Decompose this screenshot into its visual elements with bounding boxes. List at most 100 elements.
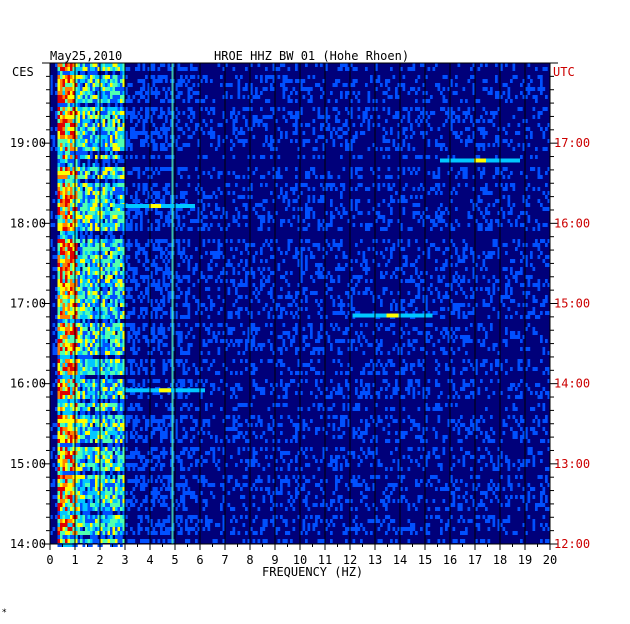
spectrogram-cell [100, 219, 103, 223]
spectrogram-cell [102, 223, 106, 227]
spectrogram-cell [67, 259, 71, 263]
spectrogram-cell [70, 299, 73, 303]
spectrogram-cell [277, 127, 281, 131]
spectrogram-cell [112, 291, 116, 295]
spectrogram-cell [277, 335, 281, 339]
spectrogram-cell [150, 271, 153, 275]
spectrogram-cell [72, 283, 76, 287]
spectrogram-cell [177, 63, 181, 67]
spectrogram-cell [160, 79, 163, 83]
spectrogram-cell [167, 63, 171, 67]
spectrogram-cell [177, 343, 181, 347]
spectrogram-cell [170, 219, 173, 223]
spectrogram-cell [275, 119, 278, 123]
spectrogram-cell [167, 167, 171, 171]
spectrogram-cell [490, 87, 493, 91]
spectrogram-cell [97, 151, 101, 155]
spectrogram-cell [102, 163, 106, 167]
spectrogram-cell [235, 175, 238, 179]
spectrogram-cell [347, 127, 351, 131]
spectrogram-cell [72, 167, 76, 171]
spectrogram-cell [332, 327, 336, 331]
spectrogram-cell [177, 119, 181, 123]
spectrogram-cell [120, 215, 123, 219]
spectrogram-cell [507, 203, 511, 207]
spectrogram-cell [437, 187, 441, 191]
spectrogram-cell [70, 123, 73, 127]
spectrogram-cell [267, 227, 271, 231]
spectrogram-cell [65, 127, 68, 131]
spectrogram-cell [277, 267, 281, 271]
spectrogram-cell [142, 83, 146, 87]
spectrogram-cell [57, 247, 61, 251]
spectrogram-cell [317, 247, 321, 251]
spectrogram-cell [250, 331, 253, 335]
spectrogram-cell [65, 287, 68, 291]
spectrogram-cell [97, 211, 101, 215]
spectrogram-cell [127, 267, 131, 271]
spectrogram-cell [217, 323, 221, 327]
spectrogram-cell [282, 323, 286, 327]
spectrogram-cell [350, 259, 353, 263]
spectrogram-cell [95, 143, 98, 147]
spectrogram-cell [62, 315, 66, 319]
spectrogram-cell [362, 335, 366, 339]
spectrogram-cell [70, 83, 73, 87]
spectrogram-cell [117, 315, 121, 319]
spectrogram-cell [110, 247, 113, 251]
spectrogram-cell [112, 207, 116, 211]
spectrogram-cell [97, 323, 101, 327]
spectrogram-cell [112, 307, 116, 311]
spectrogram-cell [105, 219, 108, 223]
spectrogram-cell [102, 91, 106, 95]
spectrogram-cell [60, 123, 63, 127]
spectrogram-cell [310, 335, 313, 339]
spectrogram-cell [525, 255, 528, 259]
spectrogram-cell [290, 239, 293, 243]
spectrogram-cell [155, 219, 158, 223]
spectrogram-cell [107, 331, 111, 335]
spectrogram-cell [507, 283, 511, 287]
spectrogram-cell [72, 151, 76, 155]
spectrogram-cell [172, 195, 176, 199]
spectrogram-cell [252, 155, 256, 159]
spectrogram-cell [490, 227, 493, 231]
spectrogram-cell [72, 311, 76, 315]
spectrogram-cell [400, 67, 403, 71]
spectrogram-cell [415, 203, 418, 207]
spectrogram-cell [405, 183, 408, 187]
spectrogram-cell [440, 267, 443, 271]
spectrogram-cell [132, 307, 136, 311]
spectrogram-cell [110, 99, 113, 103]
spectrogram-cell [167, 191, 171, 195]
spectrogram-cell [87, 83, 91, 87]
spectrogram-cell [182, 67, 186, 71]
spectrogram-row [57, 187, 541, 191]
spectrogram-cell [445, 291, 448, 295]
spectrogram-cell [452, 131, 456, 135]
spectrogram-cell [107, 259, 111, 263]
spectrogram-cell [400, 147, 403, 151]
spectrogram-cell [62, 131, 66, 135]
spectrogram-cell [115, 223, 118, 227]
spectrogram-cell [237, 263, 241, 267]
spectrogram-cell [267, 115, 271, 119]
spectrogram-cell [157, 267, 161, 271]
spectrogram-cell [117, 107, 121, 111]
spectrogram-cell [430, 187, 433, 191]
spectrogram-cell [332, 127, 336, 131]
spectrogram-cell [162, 167, 166, 171]
spectrogram-cell [192, 91, 196, 95]
spectrogram-cell [175, 295, 178, 299]
spectrogram-cell [207, 331, 211, 335]
spectrogram-cell [260, 223, 263, 227]
spectrogram-cell [285, 251, 288, 255]
spectrogram-cell [170, 99, 173, 103]
spectrogram-cell [165, 115, 168, 119]
spectrogram-cell [90, 295, 93, 299]
spectrogram-cell [320, 327, 323, 331]
spectrogram-cell [487, 119, 491, 123]
spectrogram-cell [257, 123, 261, 127]
spectrogram-cell [72, 79, 76, 83]
spectrogram-cell [452, 243, 456, 247]
